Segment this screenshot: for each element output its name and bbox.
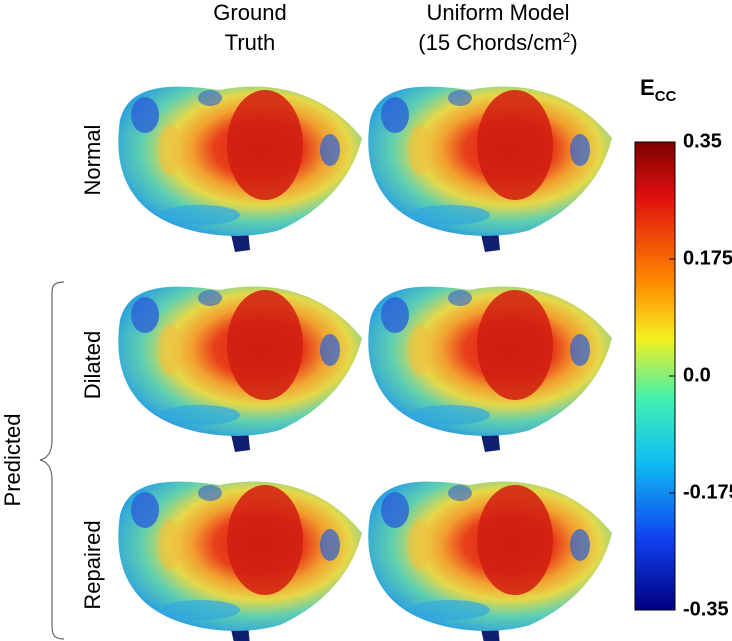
colorbar-tick-label: 0.35 [683,130,722,152]
colorbar-tick-label: -0.35 [683,598,729,620]
superscript: 2 [563,29,571,45]
valve-map [118,86,363,252]
valve-map [118,286,363,452]
column-header: Uniform Model [426,0,569,25]
header-text: (15 Chords/cm [418,30,562,55]
title-main: E [640,75,655,100]
colorbar-tick-label: 0.175 [683,247,732,269]
brace [39,281,65,640]
title-sub: CC [655,88,677,105]
colorbar-title: ECC [640,75,677,105]
valve-map [368,286,612,452]
row-label: Dilated [80,331,105,399]
column-header: Ground [213,0,286,25]
column-header: (15 Chords/cm2) [418,29,577,55]
colorbar-tick-label: -0.175 [683,481,732,503]
column-header: Truth [225,30,276,55]
colorbar-ticks: 0.35 0.175 0.0 -0.175 -0.35 [669,130,732,620]
row-label: Repaired [80,520,105,609]
colorbar [634,141,676,611]
row-label: Normal [80,125,105,196]
colorbar-tick-label: 0.0 [683,364,711,386]
group-label: Predicted [0,414,25,507]
header-text: ) [570,30,577,55]
valve-map [368,481,612,641]
valve-map [118,481,363,641]
valve-map [368,86,612,252]
